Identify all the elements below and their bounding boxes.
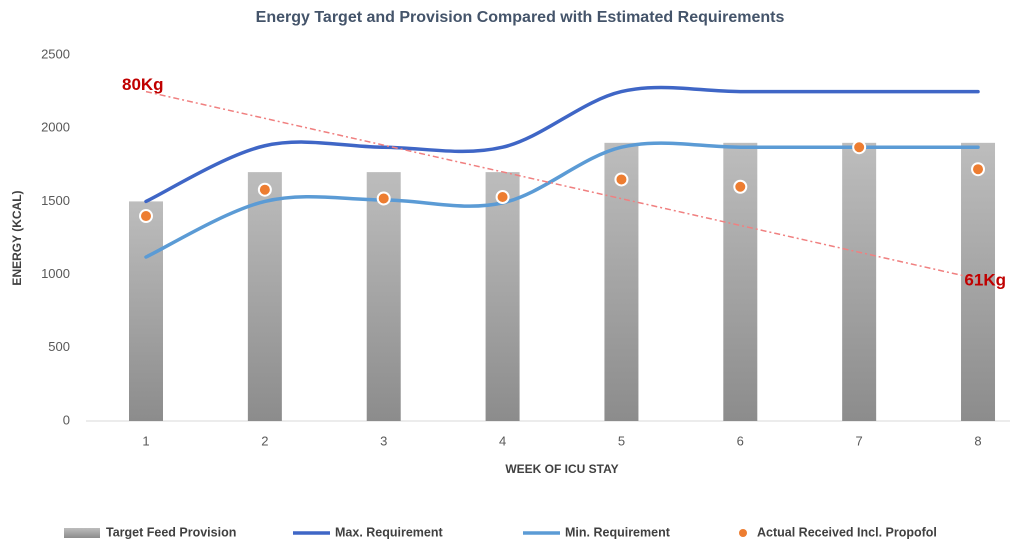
x-tick-label: 1 [142,433,149,448]
x-axis-label: WEEK OF ICU STAY [505,462,618,476]
y-tick-label: 2000 [41,120,70,135]
bar [604,142,639,421]
legend-label: Actual Received Incl. Propofol [757,525,937,539]
legend-swatch [64,528,100,538]
bar [129,201,163,421]
point [852,140,867,155]
y-tick-label: 1000 [41,266,70,281]
x-tick-label: 8 [974,433,981,448]
y-tick-label: 2500 [41,46,70,61]
x-tick-label: 6 [737,433,744,448]
y-tick-label: 500 [48,339,70,354]
x-tick-label: 3 [380,433,387,448]
point [614,172,629,187]
bar [961,142,996,421]
chart-title: Energy Target and Provision Compared wit… [256,9,785,26]
x-tick-label: 5 [618,433,625,448]
y-tick-label: 0 [63,412,70,427]
point [733,179,748,194]
point [495,190,510,205]
line [144,85,980,204]
x-tick-label: 7 [856,433,863,448]
point [139,209,153,224]
point [971,162,986,177]
y-tick-label: 1500 [41,193,70,208]
point [376,191,391,206]
x-tick-label: 2 [261,433,268,448]
bar [247,172,282,421]
bar [842,142,877,421]
y-axis-label: ENERGY (KCAL) [10,190,24,285]
line [144,141,980,259]
annotation: 80Kg [122,75,164,94]
legend-label: Target Feed Provision [106,525,236,539]
legend-label: Max. Requirement [335,525,444,539]
legend-label: Min. Requirement [565,525,671,539]
x-tick-label: 4 [499,433,506,448]
bar [485,172,520,421]
annotation: 61Kg [964,270,1006,289]
bar [366,172,401,421]
legend-swatch [739,529,747,537]
trend-line [145,90,979,280]
point [257,182,272,197]
